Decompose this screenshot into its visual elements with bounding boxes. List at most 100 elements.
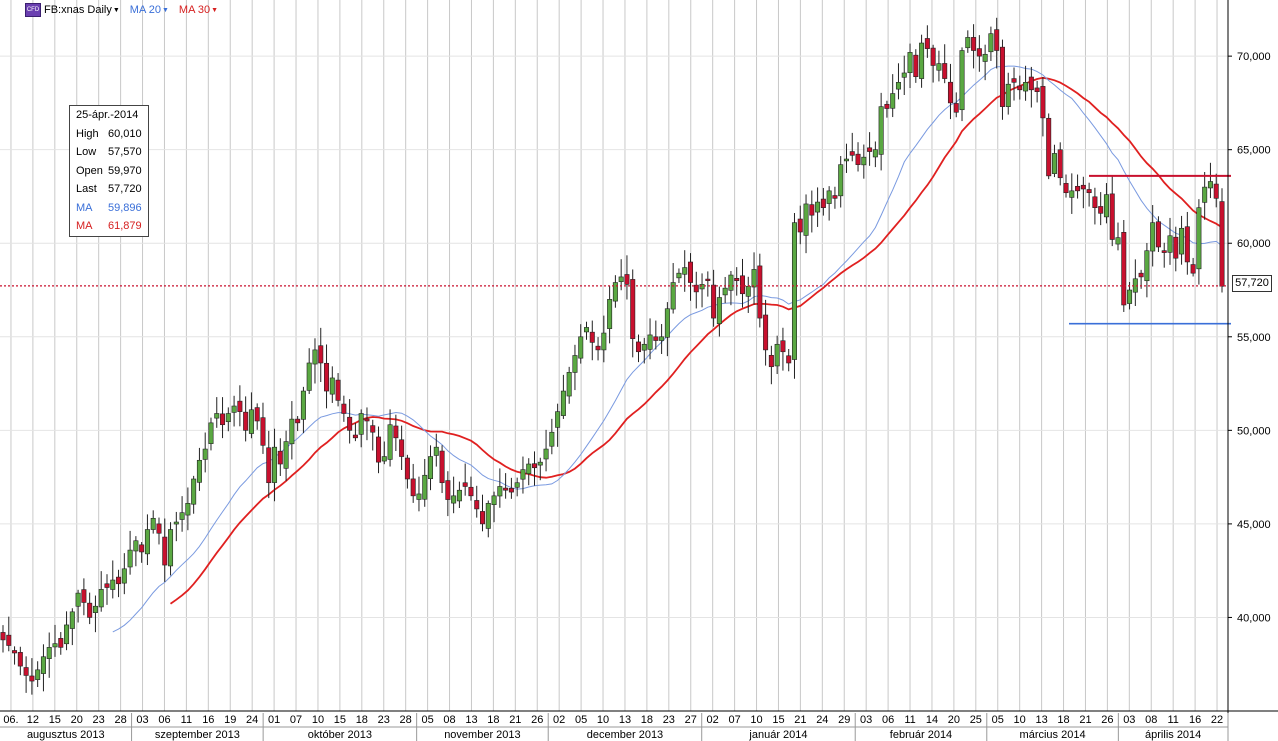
- candle-body: [133, 540, 139, 552]
- candle-body: [254, 407, 260, 422]
- symbol-selector[interactable]: FB:xnas Daily: [44, 4, 112, 16]
- candle-body: [572, 355, 578, 373]
- candle-body: [456, 489, 462, 502]
- candle-body: [40, 656, 46, 674]
- candle-body: [780, 340, 786, 353]
- candle-body: [1086, 189, 1092, 194]
- candle-body: [936, 63, 942, 71]
- candle-body: [231, 405, 237, 413]
- day-tick-label: 29: [838, 714, 850, 726]
- candle-body: [1138, 272, 1144, 278]
- candle-body: [237, 400, 243, 412]
- chart-header: CFD FB:xnas Daily ▼ MA 20 ▼ MA 30 ▼: [25, 3, 228, 17]
- candle-body: [1098, 206, 1104, 214]
- candle-body: [81, 589, 87, 603]
- candle-body: [29, 675, 35, 682]
- day-tick-label: 05: [421, 714, 433, 726]
- candle-body: [774, 343, 780, 367]
- candle-body: [399, 439, 405, 457]
- candle-body: [849, 151, 855, 156]
- day-tick-label: 26: [531, 714, 543, 726]
- ma20-dropdown-icon[interactable]: ▼: [161, 6, 169, 14]
- price-tick-label: 55,000: [1237, 332, 1271, 344]
- month-tick-label: március 2014: [1020, 729, 1086, 741]
- candle-body: [601, 332, 607, 351]
- candle-body: [23, 667, 29, 676]
- candle-body: [612, 282, 618, 302]
- candle-body: [220, 413, 226, 426]
- candle-body: [722, 287, 728, 296]
- month-tick-label: szeptember 2013: [155, 729, 240, 741]
- candle-body: [543, 448, 549, 460]
- candle-body: [895, 82, 901, 90]
- day-tick-label: 22: [1211, 714, 1223, 726]
- candle-body: [491, 495, 497, 506]
- candle-body: [971, 37, 977, 51]
- candle-body: [150, 517, 156, 530]
- candle-body: [1075, 185, 1081, 192]
- candle-body: [69, 611, 75, 629]
- candle-body: [439, 450, 445, 484]
- candle-body: [35, 669, 41, 680]
- day-tick-label: 06.: [3, 714, 18, 726]
- candle-body: [381, 456, 387, 462]
- candle-body: [185, 503, 191, 516]
- price-tick-label: 50,000: [1237, 425, 1271, 437]
- candle-body: [947, 81, 953, 104]
- candle-body: [797, 218, 803, 233]
- day-tick-label: 01: [268, 714, 280, 726]
- candle-body: [1011, 78, 1017, 83]
- time-axis[interactable]: 06. 12 15 20 23 28 03 06 11 16 19 24 01 07 10 15 18 23 28 0…: [0, 710, 1278, 741]
- candle-body: [595, 345, 601, 351]
- candle-body: [589, 331, 595, 343]
- candle-body: [716, 297, 722, 324]
- candle-body: [428, 456, 434, 480]
- symbol-dropdown-icon[interactable]: ▼: [112, 6, 120, 14]
- candle-body: [791, 222, 797, 360]
- candle-body: [826, 190, 832, 204]
- candle-body: [1115, 237, 1121, 245]
- candle-body: [370, 425, 376, 433]
- candle-body: [277, 450, 283, 465]
- candle-body: [208, 422, 214, 444]
- candle-body: [855, 153, 861, 165]
- candle-body: [653, 336, 659, 341]
- ma30-dropdown-icon[interactable]: ▼: [211, 6, 219, 14]
- candle-body: [335, 379, 341, 401]
- candle-body: [919, 42, 925, 79]
- ohlc-info-panel: 25-ápr.-2014 High 60,010 Low 57,570 Open 59…: [69, 105, 149, 237]
- ma20-indicator-toggle[interactable]: MA 20: [129, 4, 161, 16]
- day-tick-label: 28: [114, 714, 126, 726]
- day-tick-label: 10: [312, 714, 324, 726]
- candle-body: [820, 198, 826, 208]
- day-tick-label: 02: [553, 714, 565, 726]
- candle-body: [924, 38, 930, 49]
- candle-body: [867, 147, 873, 152]
- price-axis[interactable]: 40,000 45,000 50,000 55,000 60,000 65,000 70,0…: [1227, 0, 1271, 741]
- candle-body: [994, 29, 1000, 51]
- day-tick-label: 13: [1035, 714, 1047, 726]
- day-tick-label: 27: [685, 714, 697, 726]
- day-tick-label: 16: [1189, 714, 1201, 726]
- candle-body: [1184, 226, 1190, 263]
- month-tick-label: október 2013: [308, 729, 372, 741]
- candle-body: [705, 278, 711, 281]
- day-tick-label: 18: [356, 714, 368, 726]
- candle-body: [312, 349, 318, 365]
- candle-body: [352, 434, 358, 439]
- candle-body: [687, 261, 693, 283]
- info-last: Last 57,720: [76, 183, 142, 195]
- ma30-indicator-toggle[interactable]: MA 30: [178, 4, 211, 16]
- day-tick-label: 11: [904, 714, 915, 726]
- candle-body: [1202, 186, 1208, 203]
- candle-body: [121, 568, 127, 584]
- candle-body: [347, 416, 353, 431]
- candle-body: [497, 486, 503, 497]
- candle-body: [283, 441, 289, 469]
- candle-body: [635, 341, 641, 353]
- candle-body: [422, 474, 428, 500]
- candle-body: [266, 447, 272, 484]
- candle-body: [324, 362, 330, 392]
- candle-body: [1219, 201, 1225, 287]
